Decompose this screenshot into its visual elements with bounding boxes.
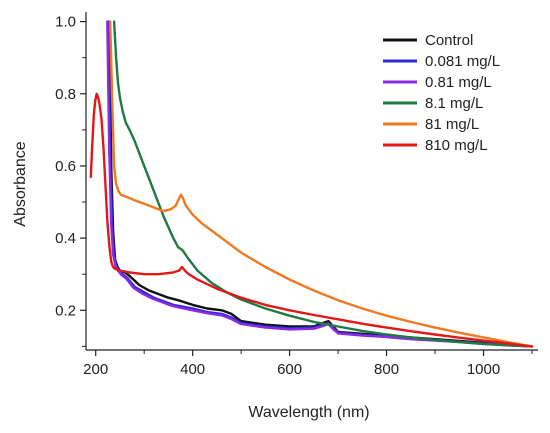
x-axis-label: Wavelength (nm)	[248, 404, 369, 421]
series-line-4	[109, 20, 534, 348]
y-tick-label: 0.8	[55, 86, 76, 103]
axes	[85, 12, 538, 351]
y-tick-label: 1.0	[55, 14, 76, 31]
y-axis-label: Absorbance	[12, 141, 29, 226]
ticks: 200 400 600 800 1000 0.2 0.4 0.6 0.8 1.0	[55, 14, 533, 378]
x-tick-label: 800	[374, 361, 399, 378]
series-line-5	[89, 92, 534, 348]
x-tick-label: 1000	[467, 361, 500, 378]
series-line-3	[112, 20, 534, 348]
series-line-2	[106, 20, 534, 348]
y-tick-label: 0.2	[55, 302, 76, 319]
series-lines	[89, 20, 534, 348]
y-tick-label: 0.6	[55, 158, 76, 175]
legend-label: Control	[425, 32, 473, 49]
legend-label: 810 mg/L	[425, 137, 488, 154]
legend-label: 0.081 mg/L	[425, 53, 500, 70]
legend-label: 81 mg/L	[425, 116, 479, 133]
x-tick-label: 200	[83, 361, 108, 378]
x-tick-label: 400	[180, 361, 205, 378]
legend: Control 0.081 mg/L 0.81 mg/L 8.1 mg/L 81 mg/…	[383, 32, 500, 154]
legend-label: 8.1 mg/L	[425, 95, 483, 112]
y-tick-label: 0.4	[55, 230, 76, 247]
x-tick-label: 600	[277, 361, 302, 378]
legend-label: 0.81 mg/L	[425, 74, 492, 91]
